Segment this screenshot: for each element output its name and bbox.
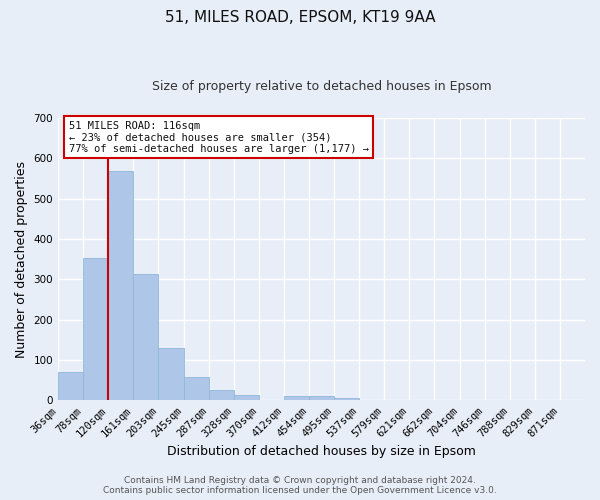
Y-axis label: Number of detached properties: Number of detached properties: [15, 160, 28, 358]
Title: Size of property relative to detached houses in Epsom: Size of property relative to detached ho…: [152, 80, 491, 93]
Bar: [184, 377, 209, 400]
Bar: [133, 274, 158, 400]
Bar: [58, 372, 83, 400]
Bar: [209, 390, 233, 400]
Bar: [83, 258, 108, 400]
Text: 51 MILES ROAD: 116sqm
← 23% of detached houses are smaller (354)
77% of semi-det: 51 MILES ROAD: 116sqm ← 23% of detached …: [68, 120, 368, 154]
Text: 51, MILES ROAD, EPSOM, KT19 9AA: 51, MILES ROAD, EPSOM, KT19 9AA: [165, 10, 435, 25]
Bar: [334, 398, 359, 400]
Bar: [233, 395, 259, 400]
X-axis label: Distribution of detached houses by size in Epsom: Distribution of detached houses by size …: [167, 444, 476, 458]
Bar: [284, 396, 309, 400]
Bar: [108, 171, 133, 400]
Bar: [309, 396, 334, 400]
Text: Contains HM Land Registry data © Crown copyright and database right 2024.
Contai: Contains HM Land Registry data © Crown c…: [103, 476, 497, 495]
Bar: [158, 348, 184, 401]
